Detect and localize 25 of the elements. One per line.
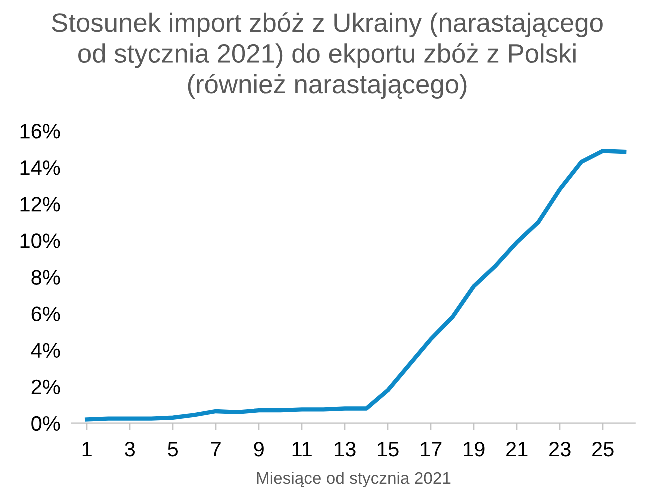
x-tick-label: 13 — [335, 442, 356, 457]
x-tick-label: 15 — [378, 442, 399, 457]
x-tick-label: 7 — [211, 442, 221, 457]
x-tick-label: 19 — [464, 442, 485, 457]
x-tick-label: 25 — [592, 442, 614, 457]
y-tick-label: 0% — [32, 416, 60, 432]
line-series — [85, 149, 627, 422]
y-tick-label: 12% — [20, 197, 60, 212]
y-tick-label: 14% — [20, 160, 60, 176]
x-tick-label: 1 — [82, 442, 92, 457]
y-tick-label: 16% — [20, 124, 60, 139]
y-tick-label: 10% — [20, 234, 60, 248]
x-tick-label: 5 — [168, 442, 178, 457]
y-tick-label: 2% — [32, 380, 60, 394]
x-tick-label: 3 — [125, 442, 135, 457]
y-tick-label: 8% — [32, 270, 60, 285]
x-tick-label: 11 — [292, 442, 312, 457]
x-tick-label: 21 — [506, 442, 528, 457]
y-tick-label: 6% — [32, 306, 60, 322]
x-axis-title: Miesiące od stycznia 2021 — [257, 472, 451, 488]
x-tick-label: 23 — [550, 442, 571, 457]
x-tick-label: 17 — [421, 442, 442, 457]
chart-title: Stosunek import zbóż z Ukrainy (narastającego od stycznia 2021) do ekportu zbóż z Polski (również narastającego) — [52, 12, 603, 100]
y-tick-label: 4% — [31, 343, 60, 358]
x-tick-label: 9 — [254, 442, 264, 457]
